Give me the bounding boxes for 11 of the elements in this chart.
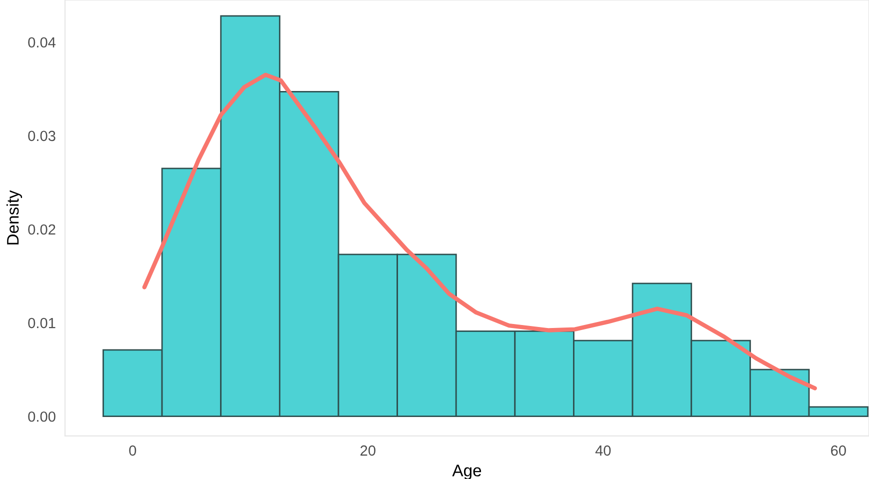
y-tick-label: 0.04 [28,37,56,48]
y-tick-label: 0.03 [28,130,56,142]
x-tick-label: 0 [129,445,136,456]
x-tick-label: 20 [360,445,376,456]
y-tick-label: 0.00 [28,411,56,422]
y-tick-label: 0.01 [28,318,56,328]
x-tick-label: 60 [831,445,846,456]
x-tick-label: 40 [595,445,611,456]
y-axis-title: Density [6,190,22,244]
y-tick-label: 0.02 [28,224,56,235]
line-series [142,72,817,390]
